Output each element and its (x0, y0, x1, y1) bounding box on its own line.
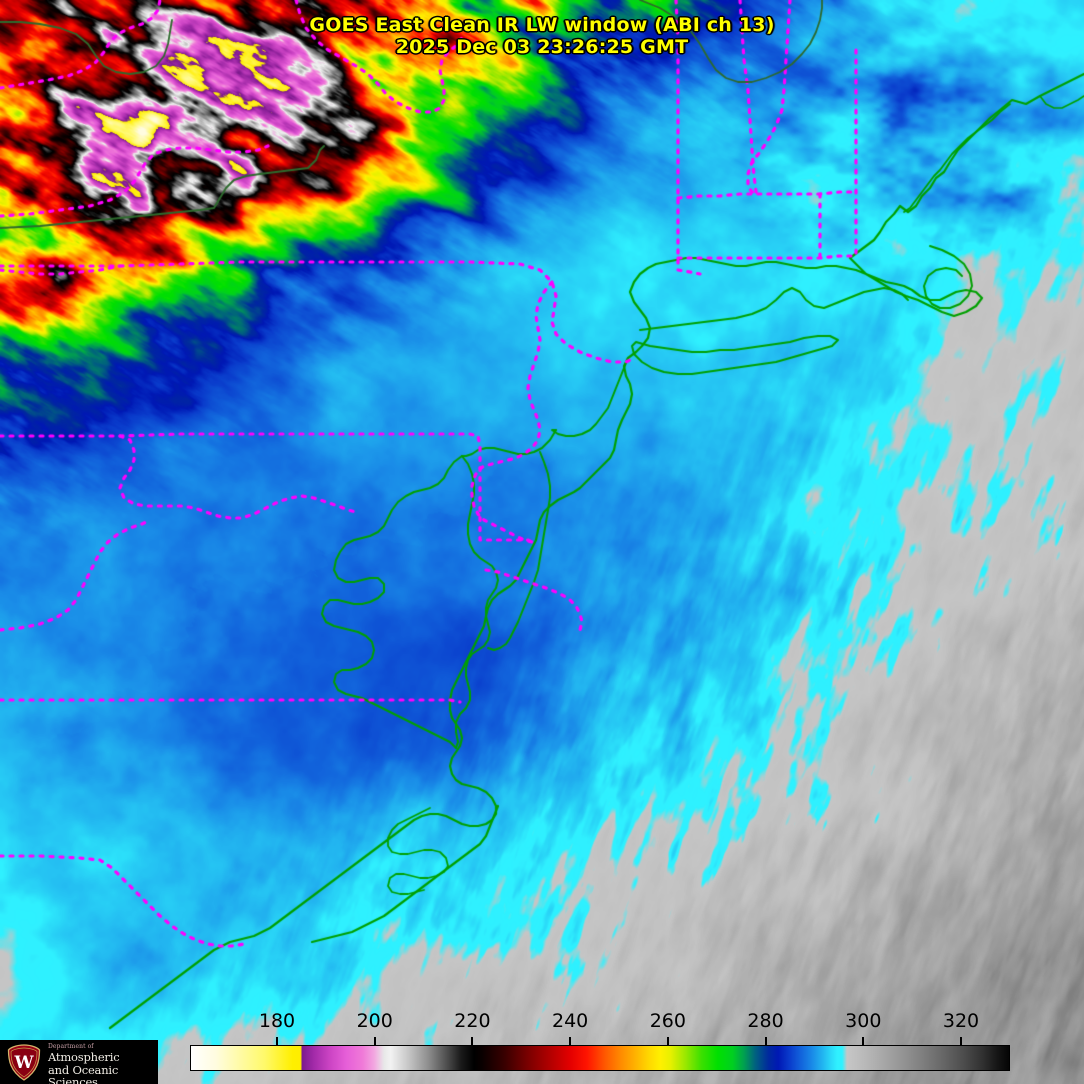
logo-name-line-2: and Oceanic Sciences (48, 1062, 119, 1084)
institution-logo: W Department of Atmospheric and Oceanic … (0, 1040, 158, 1084)
logo-text-block: Department of Atmospheric and Oceanic Sc… (48, 1043, 156, 1084)
logo-dept-line: Department of (48, 1043, 94, 1050)
logo-name-line-1: Atmospheric (48, 1050, 120, 1064)
svg-text:W: W (13, 1053, 34, 1073)
university-crest-icon: W (7, 1044, 41, 1081)
